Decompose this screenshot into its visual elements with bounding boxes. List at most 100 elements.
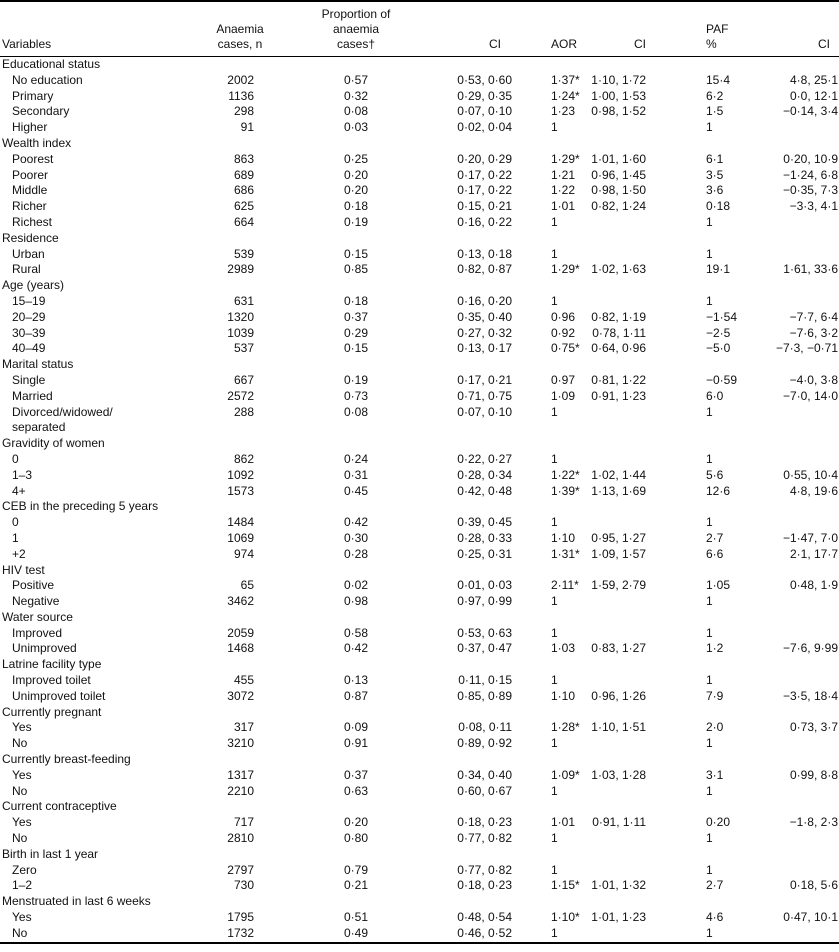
cell-paf: 1	[706, 625, 713, 640]
cell-n: 664	[233, 214, 254, 229]
cell-paf: 1	[706, 831, 713, 846]
cell-variable: 0	[12, 451, 19, 466]
variable-group-row: Currently pregnant	[0, 705, 839, 721]
cell-aor: 1·10	[551, 530, 576, 545]
cell-paf: 19·1	[706, 262, 731, 277]
variable-group-label: HIV test	[2, 562, 45, 577]
cell-ci3	[740, 215, 839, 231]
cell-variable: No	[12, 783, 28, 798]
cell-paf: 2·7	[706, 530, 724, 545]
cell-variable: 30–39	[12, 325, 46, 340]
variable-group-label: Current contraceptive	[2, 799, 117, 814]
cell-ci2: 0·98, 1·50	[591, 183, 646, 198]
cell-proportion: 0·08	[343, 104, 369, 119]
cell-n: 539	[233, 246, 254, 261]
cell-variable: Zero	[12, 862, 37, 877]
cell-aor: 1·01	[551, 815, 576, 830]
cell-ci1: 0·01, 0·03	[457, 578, 512, 593]
col-header-ci-paf: CI	[740, 1, 839, 57]
table-row: Improved 2059 0·58 0·53, 0·63 1 1	[0, 626, 839, 642]
cell-paf: 1	[706, 862, 713, 877]
cell-ci2	[587, 784, 652, 800]
cell-ci1: 0·17, 0·22	[457, 167, 512, 182]
cell-ci2: 1·09, 1·57	[591, 546, 646, 561]
cell-paf: 1	[706, 120, 713, 135]
table-row: Richer 625 0·18 0·15, 0·21 1·01 0·82, 1·24 0·1…	[0, 199, 839, 215]
cell-proportion: 0·98	[343, 594, 369, 609]
table-row: 20–29 1320 0·37 0·35, 0·40 0·96 0·82, 1·19 −1·…	[0, 310, 839, 326]
cell-variable: Improved	[12, 625, 63, 640]
cell-ci1: 0·08, 0·11	[458, 720, 512, 735]
variable-group-row: CEB in the preceding 5 years	[0, 499, 839, 515]
cell-variable: No	[12, 925, 28, 940]
cell-n: 2572	[227, 388, 254, 403]
cell-ci1: 0·18, 0·23	[457, 878, 512, 893]
cell-ci1: 0·20, 0·29	[457, 151, 512, 166]
cell-variable: Married	[12, 388, 53, 403]
table-row: No 2810 0·80 0·77, 0·82 1 1	[0, 831, 839, 847]
cell-n: 1573	[227, 483, 254, 498]
cell-ci2: 0·91, 1·11	[592, 815, 646, 830]
cell-ci2: 1·01, 1·23	[591, 910, 646, 925]
table-row: Yes 1317 0·37 0·34, 0·40 1·09* 1·03, 1·28 3·1 0…	[0, 768, 839, 784]
cell-variable: Richer	[12, 199, 47, 214]
cell-ci1: 0·39, 0·45	[457, 515, 512, 530]
variable-group-label: Birth in last 1 year	[2, 846, 99, 861]
cell-proportion: 0·08	[343, 404, 369, 419]
cell-n: 2059	[227, 625, 254, 640]
cell-aor: 0·96	[551, 309, 576, 324]
table-row: Zero 2797 0·79 0·77, 0·82 1 1	[0, 863, 839, 879]
table-row: Secondary 298 0·08 0·07, 0·10 1·23 0·98, 1·52…	[0, 104, 839, 120]
cell-proportion: 0·85	[343, 262, 369, 277]
cell-ci2	[587, 515, 652, 531]
cell-variable: Richest	[12, 214, 53, 229]
cell-paf: −0·59	[706, 372, 738, 387]
cell-ci3: −7·6, 9·99	[782, 641, 838, 656]
table-row: Richest 664 0·19 0·16, 0·22 1 1	[0, 215, 839, 231]
table-row: Primary 1136 0·32 0·29, 0·35 1·24* 1·00, 1·53…	[0, 89, 839, 105]
cell-variable: Higher	[12, 120, 48, 135]
cell-paf: 1·5	[706, 104, 724, 119]
cell-ci1: 0·85, 0·89	[457, 688, 512, 703]
cell-ci1: 0·77, 0·82	[457, 862, 512, 877]
cell-paf: 1	[706, 925, 713, 940]
cell-proportion: 0·13	[343, 673, 369, 688]
cell-ci1: 0·07, 0·10	[457, 104, 512, 119]
cell-ci3	[740, 926, 839, 943]
cell-aor: 1·01	[551, 199, 576, 214]
cell-ci1: 0·28, 0·33	[457, 530, 512, 545]
cell-n: 455	[233, 673, 254, 688]
col-header-ci-aor: CI	[587, 1, 652, 57]
variable-group-row: Birth in last 1 year	[0, 847, 839, 863]
cell-n: 2210	[227, 783, 254, 798]
cell-ci2: 1·00, 1·53	[591, 88, 646, 103]
cell-proportion: 0·29	[343, 325, 369, 340]
cell-ci2: 0·78, 1·11	[592, 325, 646, 340]
cell-n: 1732	[227, 925, 254, 940]
cell-aor: 1·10	[551, 688, 576, 703]
table-row: 15–19 631 0·18 0·16, 0·20 1 1	[0, 294, 839, 310]
cell-ci3	[740, 784, 839, 800]
cell-ci3: 0·0, 12·1	[789, 88, 838, 103]
cell-ci3	[740, 736, 839, 752]
table-body: Educational status No education 2002 0·57 0·…	[0, 57, 839, 943]
table-row: 1 1069 0·30 0·28, 0·33 1·10 0·95, 1·27 2·7 −1·4…	[0, 531, 839, 547]
variable-group-row: Water source	[0, 610, 839, 626]
cell-ci2: 0·96, 1·26	[591, 688, 646, 703]
cell-ci1: 0·18, 0·23	[457, 815, 512, 830]
cell-proportion: 0·25	[343, 151, 369, 166]
table-row: Positive 65 0·02 0·01, 0·03 2·11* 1·59, 2·79 1…	[0, 578, 839, 594]
cell-ci3: −3·5, 18·4	[782, 688, 838, 703]
cell-ci3	[740, 120, 839, 136]
cell-ci1: 0·17, 0·21	[457, 372, 512, 387]
table-row: 30–39 1039 0·29 0·27, 0·32 0·92 0·78, 1·11 −2·…	[0, 326, 839, 342]
cell-ci2: 1·10, 1·51	[591, 720, 646, 735]
cell-aor: 1	[551, 246, 558, 261]
cell-ci3: −3·3, 4·1	[789, 199, 838, 214]
cell-n: 2989	[227, 262, 254, 277]
cell-aor: 1	[551, 404, 558, 419]
cell-variable: Secondary	[12, 104, 70, 119]
variable-group-row: Gravidity of women	[0, 436, 839, 452]
